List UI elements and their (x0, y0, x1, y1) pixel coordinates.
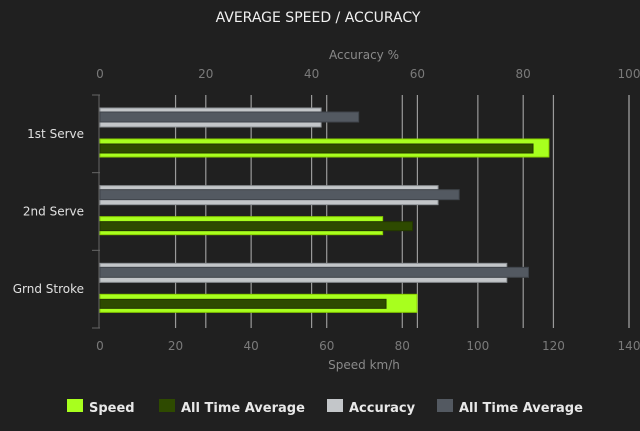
accuracy-tick-label: 80 (516, 67, 531, 81)
speed-tick-label: 80 (395, 339, 410, 353)
bar-accuracy-all-time-average (99, 266, 529, 278)
legend-swatch (67, 399, 83, 412)
bottom-axis-label: Speed km/h (328, 358, 400, 372)
bar-speed-all-time-average (99, 298, 387, 309)
top-axis-label: Accuracy % (329, 48, 399, 62)
legend-swatch (159, 399, 175, 412)
category-label: 1st Serve (27, 127, 84, 141)
accuracy-tick-label: 20 (198, 67, 213, 81)
bar-accuracy-all-time-average (99, 189, 460, 201)
speed-tick-label: 120 (542, 339, 565, 353)
legend-label: Speed (89, 401, 135, 416)
accuracy-tick-label: 0 (96, 67, 104, 81)
accuracy-tick-label: 40 (304, 67, 319, 81)
speed-tick-label: 60 (319, 339, 334, 353)
speed-tick-label: 20 (168, 339, 183, 353)
speed-tick-label: 100 (466, 339, 489, 353)
bar-speed-all-time-average (99, 143, 534, 154)
legend-swatch (327, 399, 343, 412)
legend-label: All Time Average (181, 401, 305, 416)
bar-accuracy-all-time-average (99, 111, 360, 123)
speed-tick-label: 140 (618, 339, 640, 353)
legend-label: Accuracy (349, 401, 416, 416)
accuracy-tick-label: 100 (618, 67, 640, 81)
category-label: Grnd Stroke (13, 282, 84, 296)
accuracy-tick-label: 60 (410, 67, 425, 81)
legend-label: All Time Average (459, 401, 583, 416)
legend-swatch (437, 399, 453, 412)
speed-tick-label: 40 (244, 339, 259, 353)
category-label: 2nd Serve (23, 205, 84, 219)
speed-tick-label: 0 (96, 339, 104, 353)
bar-speed-all-time-average (99, 221, 413, 232)
chart-title: AVERAGE SPEED / ACCURACY (216, 10, 421, 26)
